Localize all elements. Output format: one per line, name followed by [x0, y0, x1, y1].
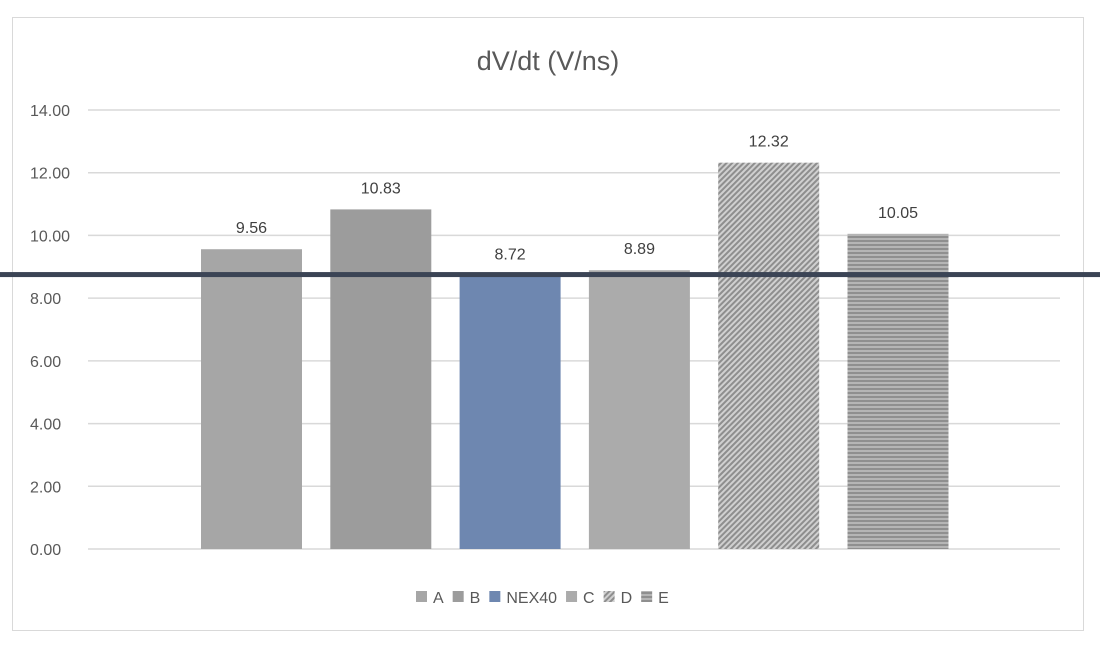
legend-label-e: E — [658, 590, 669, 607]
legend-swatch-a — [416, 591, 427, 602]
data-label-c: 8.89 — [624, 241, 655, 258]
y-tick-label: 2.00 — [30, 479, 61, 496]
bar-d — [718, 162, 820, 549]
bar-c — [588, 270, 690, 549]
y-tick-label: 12.00 — [30, 166, 70, 183]
legend-swatch-b — [452, 591, 464, 602]
legend-swatch-nex40 — [489, 591, 501, 602]
legend-label-d: D — [621, 590, 633, 607]
bar-nex40 — [459, 275, 561, 549]
data-label-d: 12.32 — [749, 134, 789, 151]
data-label-a: 9.56 — [236, 220, 267, 237]
chart-title: dV/dt (V/ns) — [477, 46, 620, 76]
data-label-e: 10.05 — [878, 205, 918, 222]
legend-label-a: A — [433, 590, 444, 607]
chart-frame — [12, 17, 1084, 631]
y-tick-label: 0.00 — [30, 542, 61, 559]
bar-e — [847, 233, 949, 549]
y-tick-label: 10.00 — [30, 228, 70, 245]
data-label-b: 10.83 — [361, 180, 401, 197]
bar-b — [330, 209, 432, 549]
y-tick-label: 6.00 — [30, 354, 61, 371]
reference-line — [0, 272, 1100, 278]
y-tick-label: 14.00 — [30, 103, 70, 120]
y-tick-label: 8.00 — [30, 291, 61, 308]
legend-swatch-c — [566, 591, 578, 602]
data-label-nex40: 8.72 — [495, 247, 526, 264]
bar-a — [201, 249, 302, 549]
legend-label-nex40: NEX40 — [506, 590, 557, 607]
legend-swatch-e — [641, 591, 653, 602]
legend-label-b: B — [470, 590, 481, 607]
legend-swatch-d — [603, 591, 615, 602]
y-tick-label: 4.00 — [30, 417, 61, 434]
legend-label-c: C — [583, 590, 595, 607]
